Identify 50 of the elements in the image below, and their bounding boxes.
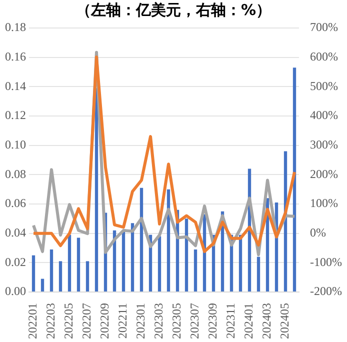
x-tick-label: 202211 — [116, 303, 130, 339]
y-tick-label: 0.14 — [5, 78, 26, 93]
y2-tick-label: 300% — [310, 137, 338, 152]
y-tick-label: 0.16 — [5, 49, 26, 64]
x-tick-label: 202403 — [260, 303, 274, 339]
y-tick-label: 0.10 — [5, 137, 26, 152]
bar — [50, 249, 54, 292]
y-tick-label: 0.18 — [5, 20, 26, 34]
x-tick-label: 202309 — [206, 303, 220, 339]
y-tick-label: 0.08 — [5, 166, 26, 181]
y-tick-label: 0.04 — [5, 225, 26, 240]
bar — [130, 223, 134, 292]
y-tick-label: 0.00 — [5, 284, 26, 298]
x-tick-label: 202205 — [62, 303, 76, 339]
bar — [292, 68, 296, 292]
y2-tick-label: 500% — [310, 78, 338, 93]
y2-tick-label: 0% — [310, 225, 326, 240]
y-tick-label: 0.02 — [5, 254, 26, 269]
bar — [184, 218, 188, 292]
y2-tick-label: -100% — [310, 254, 342, 269]
x-tick-label: 202207 — [80, 303, 94, 339]
bar — [158, 236, 162, 292]
bar — [86, 261, 90, 292]
x-tick-label: 202209 — [98, 303, 112, 339]
x-tick-label: 202201 — [26, 303, 40, 339]
x-tick-label: 202303 — [152, 303, 166, 339]
bar — [194, 249, 198, 292]
y2-tick-label: 700% — [310, 20, 338, 34]
x-tick-label: 202305 — [170, 303, 184, 339]
y-tick-label: 0.12 — [5, 108, 26, 122]
bar — [68, 234, 72, 292]
bar — [40, 278, 44, 292]
y2-tick-label: 200% — [310, 166, 338, 181]
y2-tick-label: -200% — [310, 284, 342, 298]
x-tick-label: 202307 — [188, 303, 202, 339]
y2-tick-label: 100% — [310, 196, 338, 210]
bar — [32, 255, 36, 292]
x-tick-label: 202203 — [44, 303, 58, 339]
chart-title: （左轴：亿美元，右轴：%） — [76, 0, 272, 19]
bar — [76, 238, 80, 292]
y-tick-label: 0.06 — [5, 196, 26, 210]
x-tick-label: 202405 — [278, 303, 292, 339]
x-tick-label: 202401 — [242, 303, 256, 339]
bar — [122, 230, 126, 292]
y2-tick-label: 600% — [310, 49, 338, 64]
bar — [58, 261, 62, 292]
bar — [256, 256, 260, 292]
y2-tick-label: 400% — [310, 108, 338, 122]
x-tick-label: 202311 — [224, 303, 238, 339]
x-tick-label: 202301 — [134, 303, 148, 339]
